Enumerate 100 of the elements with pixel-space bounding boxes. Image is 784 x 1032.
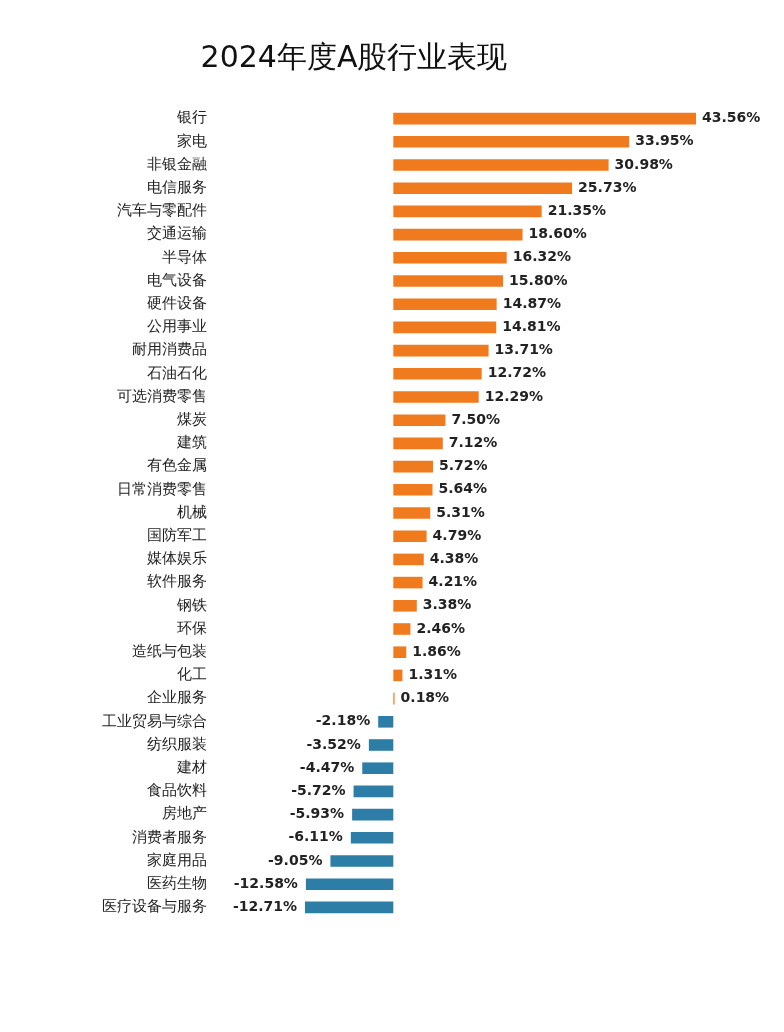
bar	[393, 553, 424, 566]
y-tick-label: 国防军工	[147, 526, 207, 545]
data-label: 15.80%	[509, 271, 568, 288]
y-tick-label: 硬件设备	[147, 294, 207, 313]
y-tick-label: 非银金融	[147, 154, 207, 173]
bar	[393, 646, 407, 658]
data-label: 16.32%	[512, 248, 572, 265]
y-tick-label: 公用事业	[147, 317, 207, 336]
data-label: -4.47%	[299, 758, 355, 775]
y-tick-label: 电气设备	[147, 270, 207, 289]
data-label: -6.11%	[288, 828, 343, 845]
bar	[393, 530, 427, 542]
y-tick-label: 环保	[177, 618, 207, 637]
data-label: -3.52%	[306, 735, 361, 752]
data-label: 25.73%	[578, 178, 637, 195]
bar	[393, 484, 433, 496]
bar	[393, 275, 504, 287]
bar	[393, 460, 434, 473]
data-label: 7.50%	[451, 410, 501, 427]
y-tick-label: 汽车与零配件	[117, 201, 207, 220]
bar	[393, 252, 507, 264]
bar	[393, 344, 489, 357]
bar	[393, 298, 497, 310]
data-label: 13.71%	[494, 341, 553, 358]
data-label: 4.79%	[432, 526, 482, 543]
y-tick-label: 可选消费零售	[117, 386, 207, 405]
y-tick-label: 石油石化	[147, 363, 207, 382]
data-label: 14.81%	[502, 318, 561, 335]
bar	[378, 716, 394, 728]
y-tick-label: 房地产	[162, 804, 207, 823]
data-label: 21.35%	[547, 202, 606, 219]
data-label: 30.98%	[614, 155, 673, 172]
bar	[368, 739, 394, 751]
bar	[393, 182, 573, 194]
y-tick-label: 食品饮料	[147, 781, 207, 800]
y-tick-label: 建材	[176, 758, 207, 777]
bar	[393, 159, 609, 171]
y-tick-label: 钢铁	[176, 595, 207, 614]
y-tick-label: 媒体娱乐	[147, 549, 207, 568]
data-label: 43.56%	[702, 109, 761, 126]
y-tick-label: 医疗设备与服务	[102, 897, 207, 916]
data-label: 5.31%	[436, 503, 485, 520]
data-label: 18.60%	[528, 225, 587, 242]
bar	[305, 878, 394, 890]
bar	[393, 112, 696, 125]
bar	[393, 414, 446, 426]
data-label: 1.31%	[408, 666, 457, 683]
data-label: 3.38%	[422, 596, 472, 613]
data-label: -12.58%	[233, 874, 298, 891]
y-tick-label: 耐用消费品	[132, 340, 207, 359]
data-label: 1.86%	[412, 642, 461, 659]
y-tick-label: 家庭用品	[147, 850, 207, 869]
y-tick-label: 工业贸易与综合	[102, 711, 207, 730]
y-tick-label: 煤炭	[177, 410, 207, 429]
bar	[353, 785, 394, 798]
bar	[362, 762, 394, 774]
y-tick-label: 医药生物	[147, 874, 207, 893]
y-tick-label: 软件服务	[147, 572, 207, 591]
data-label: -5.93%	[289, 805, 345, 822]
bar	[393, 368, 482, 380]
data-label: 7.12%	[448, 434, 498, 451]
y-tick-label: 企业服务	[147, 688, 207, 707]
y-tick-label: 交通运输	[147, 224, 207, 243]
data-label: 12.29%	[484, 387, 544, 404]
y-tick-label: 纺织服装	[147, 734, 207, 753]
bar	[393, 437, 443, 450]
data-label: 12.72%	[487, 364, 547, 381]
bar	[393, 136, 630, 148]
y-tick-label: 电信服务	[147, 178, 207, 197]
data-label: 4.21%	[428, 573, 478, 590]
data-label: -5.72%	[291, 782, 346, 799]
data-label: 0.18%	[400, 689, 450, 706]
bar	[393, 228, 523, 241]
y-tick-label: 造纸与包装	[132, 642, 207, 661]
y-tick-label: 家电	[177, 131, 207, 150]
y-tick-label: 建筑	[176, 433, 207, 452]
data-label: 2.46%	[416, 619, 465, 636]
bar	[393, 669, 403, 682]
data-label: 14.87%	[502, 294, 561, 311]
data-label: -9.05%	[268, 851, 323, 868]
bar	[393, 391, 479, 403]
y-tick-label: 银行	[176, 108, 207, 127]
bar	[393, 623, 411, 635]
data-label: 4.38%	[429, 550, 479, 567]
bar	[352, 808, 394, 821]
bar	[305, 901, 394, 914]
data-label: -12.71%	[232, 898, 297, 915]
data-label: 5.72%	[439, 457, 488, 474]
data-label: 33.95%	[635, 132, 694, 149]
bar	[393, 205, 542, 218]
data-label: 5.64%	[438, 480, 488, 497]
bar	[393, 576, 423, 589]
bar	[350, 832, 394, 844]
y-tick-label: 机械	[177, 502, 207, 521]
bar	[393, 600, 417, 612]
bar	[393, 321, 497, 334]
y-tick-label: 消费者服务	[132, 827, 207, 846]
y-tick-label: 有色金属	[147, 456, 207, 475]
bar	[393, 507, 431, 519]
data-label: -2.18%	[315, 712, 371, 729]
